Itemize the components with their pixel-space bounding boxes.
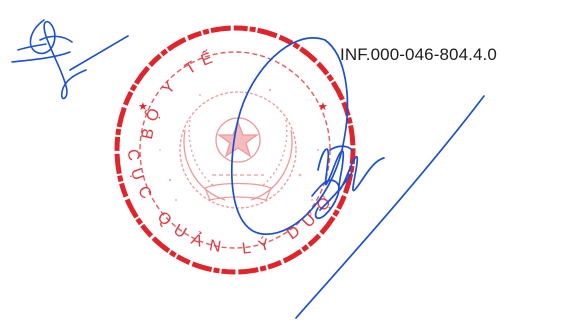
seal-ring-text-top: BỘ Y TẾ [139, 45, 221, 140]
seal-star-left-icon: ★ [138, 100, 148, 113]
seal-star-right-icon: ★ [318, 100, 328, 113]
seal-ink-texture [159, 88, 319, 201]
seal-emblem-icon [179, 91, 297, 209]
document-reference-code: INF.000-046-804.4.0 [340, 45, 497, 64]
seal-ring-text-bottom: CỤC QUẢN LÝ DƯỢC [0, 0, 340, 258]
initials-signature [11, 19, 129, 100]
seal-outer-ring [114, 25, 356, 275]
main-signature [230, 37, 485, 319]
